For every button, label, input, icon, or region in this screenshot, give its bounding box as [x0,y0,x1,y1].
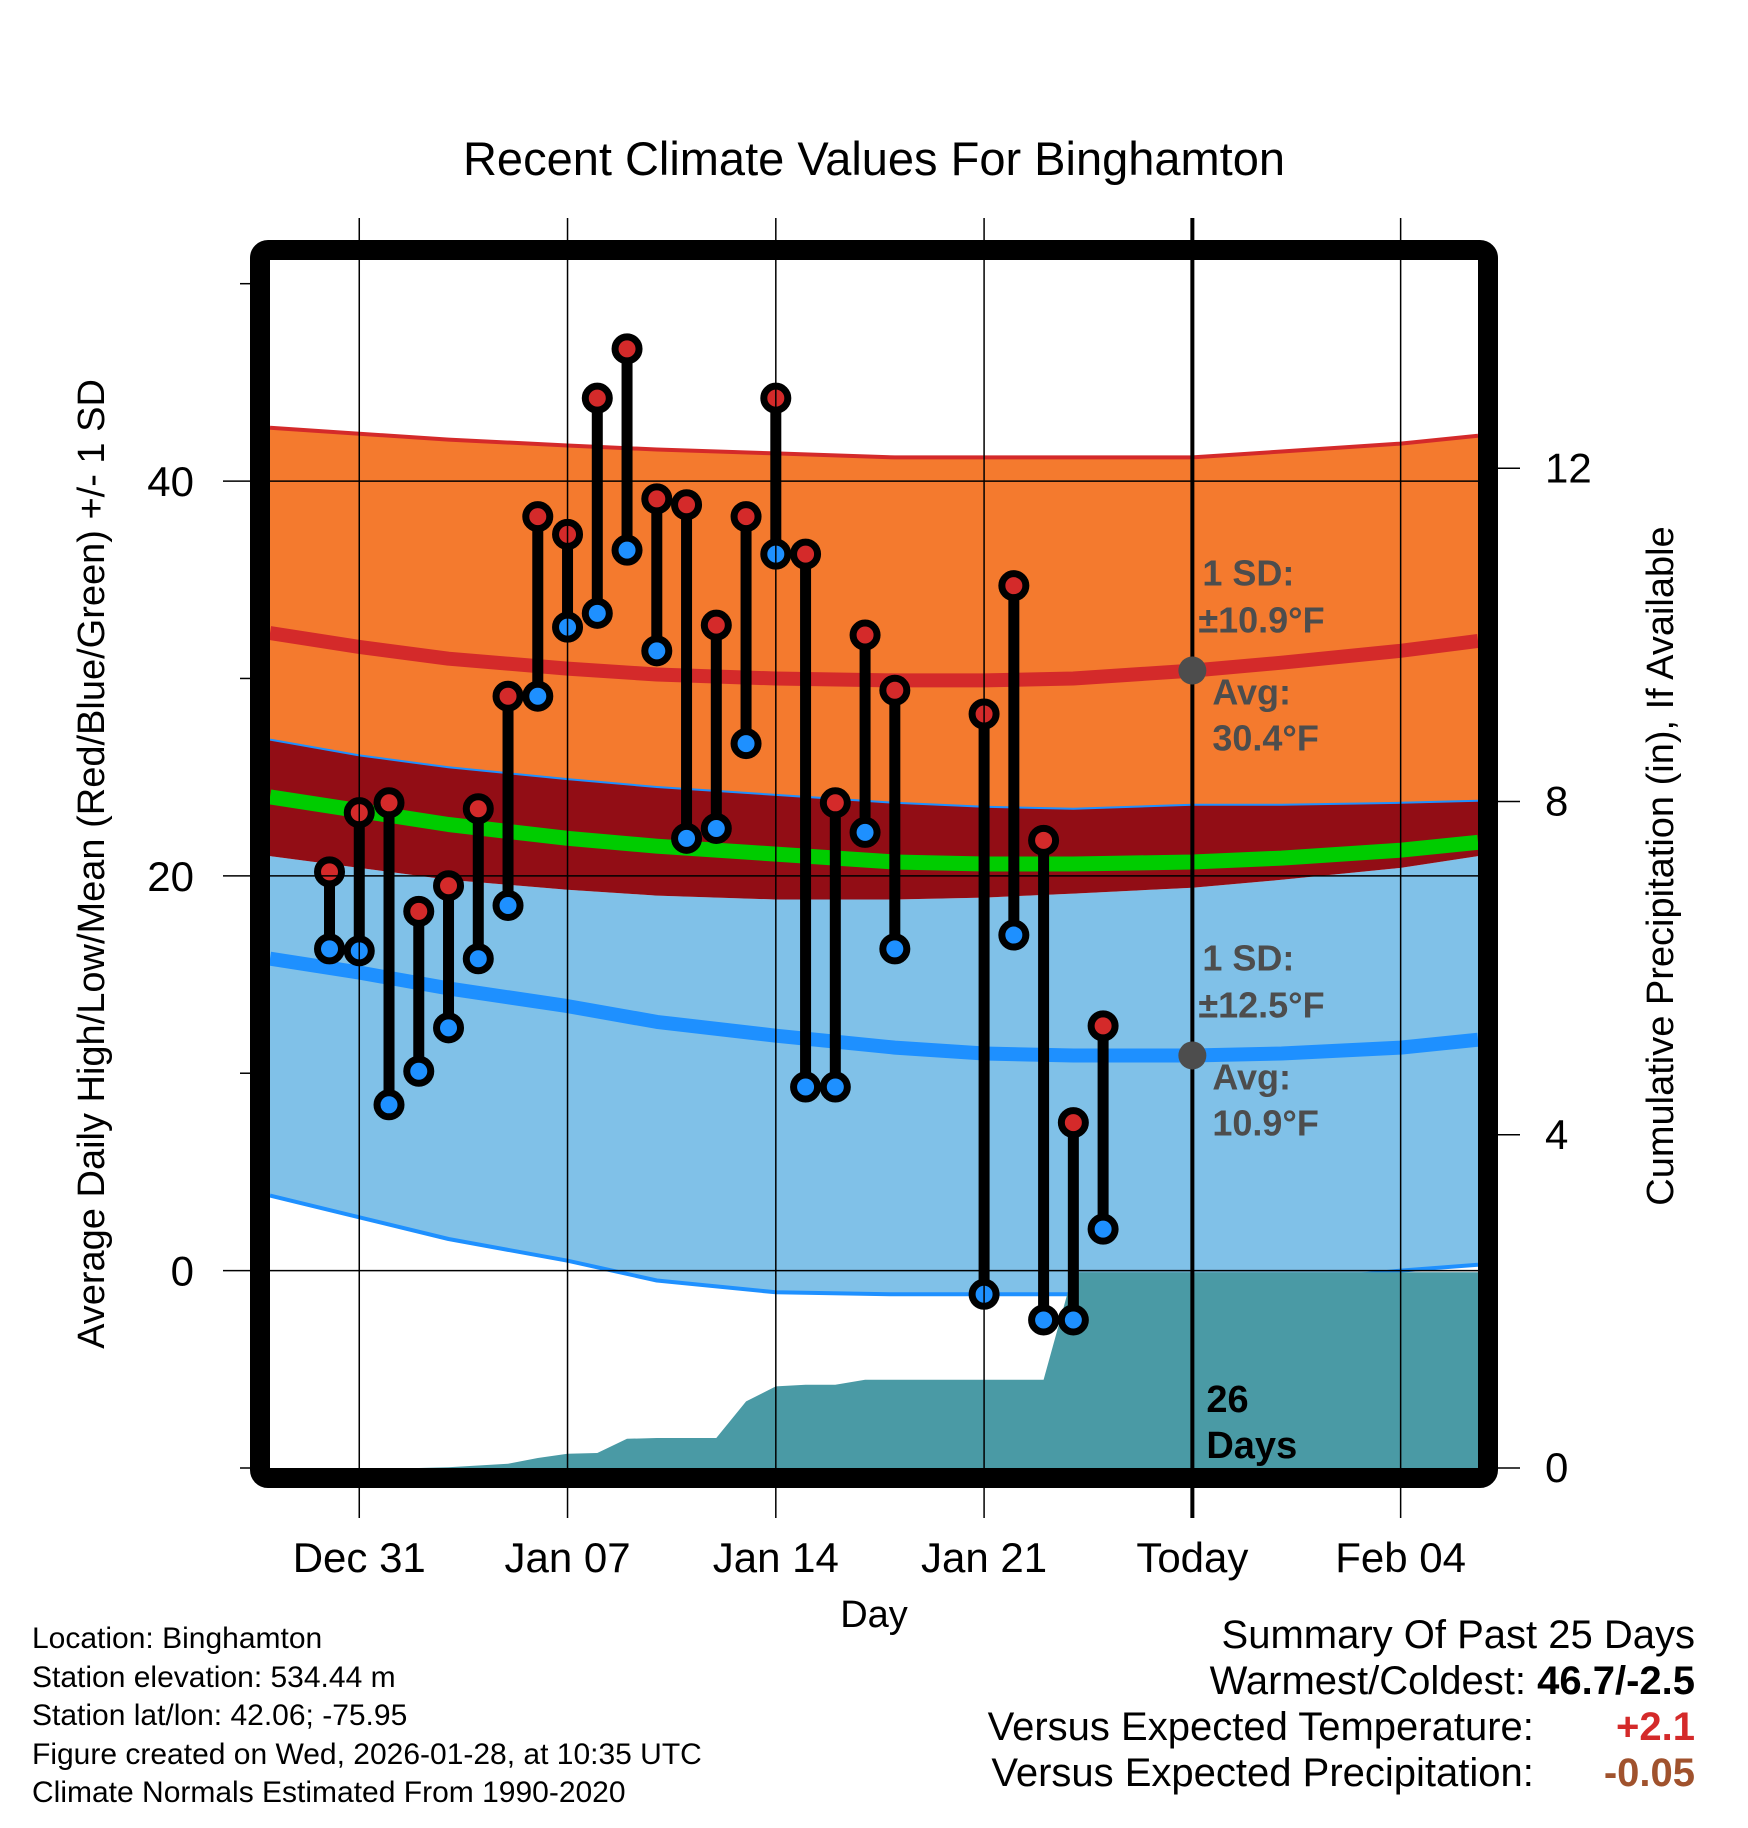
daily-low-point [314,933,346,965]
daily-low-point [998,919,1030,951]
x-axis-label: Day [840,1594,908,1636]
high-avg-value: 30.4°F [1212,718,1318,759]
summary-warmest-row: Warmest/Coldest: 46.7/-2.5 [988,1658,1695,1704]
daily-high-point [1028,824,1060,856]
daily-high-point [641,483,673,515]
warmest-label: Warmest/Coldest: [1209,1659,1526,1703]
daily-high-point [671,489,703,521]
warmest-value: 46.7/-2.5 [1537,1659,1695,1703]
x-tick-label: Today [1136,1534,1248,1581]
daily-low-point [879,933,911,965]
y-tick-label: 40 [147,458,194,505]
elevation-text: Station elevation: 534.44 m [32,1660,396,1694]
daily-low-point [700,812,732,844]
daily-high-point [314,856,346,888]
temp-departure-value: +2.1 [1616,1705,1695,1749]
x-tick-label: Feb 04 [1335,1534,1466,1581]
summary-precip-row: Versus Expected Precipitation: -0.05 [988,1750,1695,1796]
daily-low-point [611,534,643,566]
y-tick-label: 0 [171,1248,194,1295]
summary-title: Summary Of Past 25 Days [1221,1613,1695,1657]
summary-panel: Summary Of Past 25 Days Warmest/Coldest:… [988,1612,1695,1796]
daily-high-point [1057,1107,1089,1139]
plot-frame [250,240,1498,1488]
high-avg-label: Avg: [1212,672,1291,713]
x-tick-label: Dec 31 [293,1534,426,1581]
y-axis-label: Average Daily High/Low/Mean (Red/Blue/Gr… [71,379,113,1349]
daily-low-point [1057,1304,1089,1336]
daily-low-point [819,1071,851,1103]
daily-high-point [611,333,643,365]
daily-low-point [1028,1304,1060,1336]
daily-high-point [730,501,762,533]
daily-low-point [730,728,762,760]
created-text: Figure created on Wed, 2026-01-28, at 10… [32,1737,702,1771]
location-text: Location: Binghamton [32,1622,323,1655]
low-sd-label: 1 SD: [1202,937,1294,978]
daily-high-point [433,870,465,902]
daily-low-point [641,635,673,667]
normals-text: Climate Normals Estimated From 1990-2020 [32,1776,626,1809]
daily-high-point [373,787,405,819]
x-tick-label: Jan 14 [713,1534,839,1581]
days-count: 26 [1206,1379,1248,1421]
y2-tick-label: 0 [1545,1444,1568,1491]
plot-area: Dec 31 Jan 07 Jan 14 Jan 21 Today Feb 0402040… [147,218,1592,1581]
temp-departure-label: Versus Expected Temperature: [987,1705,1534,1749]
daily-high-point [998,570,1030,602]
daily-low-point [373,1089,405,1121]
low-avg-value: 10.9°F [1212,1102,1318,1143]
plot-content [270,333,1478,1468]
daily-high-point [819,787,851,819]
daily-low-point [790,1071,822,1103]
low-sd-value: ±12.5°F [1198,984,1324,1025]
daily-high-point [522,501,554,533]
daily-low-point [849,816,881,848]
summary-temp-row: Versus Expected Temperature: +2.1 [988,1704,1695,1750]
precipitation-area [270,1272,1478,1468]
y2-tick-label: 8 [1545,778,1568,825]
x-tick-label: Jan 07 [504,1534,630,1581]
x-tick-label: Jan 21 [921,1534,1047,1581]
daily-high-point [1087,1010,1119,1042]
y2-axis-label: Cumulative Precipitation (in), If Availa… [1640,526,1682,1205]
daily-high-point [462,793,494,825]
daily-high-point [581,382,613,414]
daily-low-point [433,1012,465,1044]
high-sd-value: ±10.9°F [1198,600,1324,641]
latlon-text: Station lat/lon: 42.06; -75.95 [32,1699,408,1732]
daily-high-point [700,609,732,641]
daily-low-point [462,943,494,975]
y2-tick-label: 12 [1545,444,1592,491]
daily-high-point [849,619,881,651]
daily-low-point [492,889,524,921]
days-label: Days [1206,1425,1297,1467]
low-sd-band [270,856,1478,1295]
daily-low-point [403,1055,435,1087]
chart-title: Recent Climate Values For Binghamton [463,132,1285,185]
daily-low-point [522,680,554,712]
daily-high-point [403,895,435,927]
daily-high-point [879,674,911,706]
precip-departure-label: Versus Expected Precipitation: [991,1751,1534,1795]
daily-high-point [492,680,524,712]
precip-departure-value: -0.05 [1603,1751,1695,1795]
station-info: Location: Binghamton Station elevation: … [32,1620,702,1813]
y-tick-label: 20 [147,853,194,900]
high-sd-label: 1 SD: [1202,553,1294,594]
y2-tick-label: 4 [1545,1111,1568,1158]
daily-low-point [671,822,703,854]
high-sd-upper-line [270,425,1478,460]
daily-low-point [581,597,613,629]
daily-low-point [1087,1213,1119,1245]
daily-high-point [790,538,822,570]
today-low-avg-dot [1178,1041,1207,1070]
low-avg-label: Avg: [1212,1056,1291,1097]
today-high-avg-dot [1178,656,1207,685]
